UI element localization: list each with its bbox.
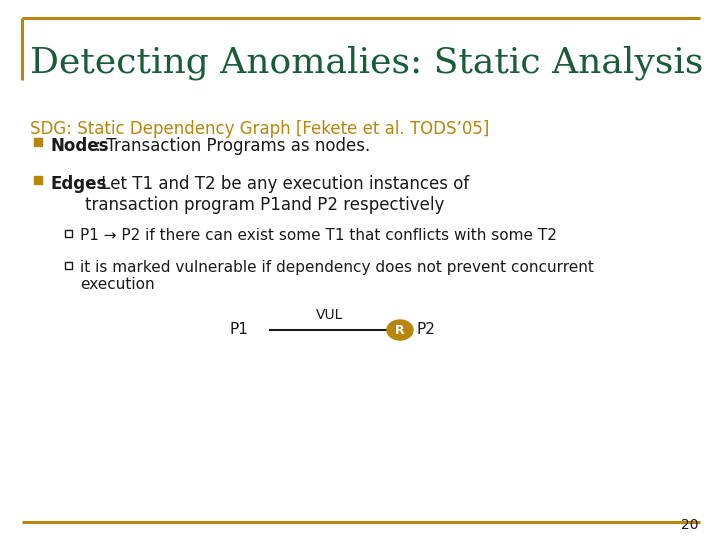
Bar bbox=[34, 176, 42, 184]
Text: SDG: Static Dependency Graph [Fekete et al. TODS’05]: SDG: Static Dependency Graph [Fekete et … bbox=[30, 120, 490, 138]
Bar bbox=[65, 230, 71, 237]
Text: P1: P1 bbox=[229, 322, 248, 338]
Text: P1 → P2 if there can exist some T1 that conflicts with some T2: P1 → P2 if there can exist some T1 that … bbox=[80, 228, 557, 243]
Bar bbox=[34, 138, 42, 146]
Text: : Transaction Programs as nodes.: : Transaction Programs as nodes. bbox=[90, 137, 370, 155]
Bar bbox=[65, 261, 71, 268]
Text: 20: 20 bbox=[680, 518, 698, 532]
Text: it is marked vulnerable if dependency does not prevent concurrent
execution: it is marked vulnerable if dependency do… bbox=[80, 260, 594, 292]
Text: Edges: Edges bbox=[50, 175, 107, 193]
Text: R: R bbox=[395, 323, 405, 336]
Text: Nodes: Nodes bbox=[50, 137, 109, 155]
Text: : Let T1 and T2 be any execution instances of
transaction program P1and P2 respe: : Let T1 and T2 be any execution instanc… bbox=[85, 175, 469, 214]
Ellipse shape bbox=[387, 320, 413, 340]
Text: Detecting Anomalies: Static Analysis: Detecting Anomalies: Static Analysis bbox=[30, 45, 703, 79]
Text: P2: P2 bbox=[417, 322, 436, 338]
Text: VUL: VUL bbox=[316, 308, 343, 322]
